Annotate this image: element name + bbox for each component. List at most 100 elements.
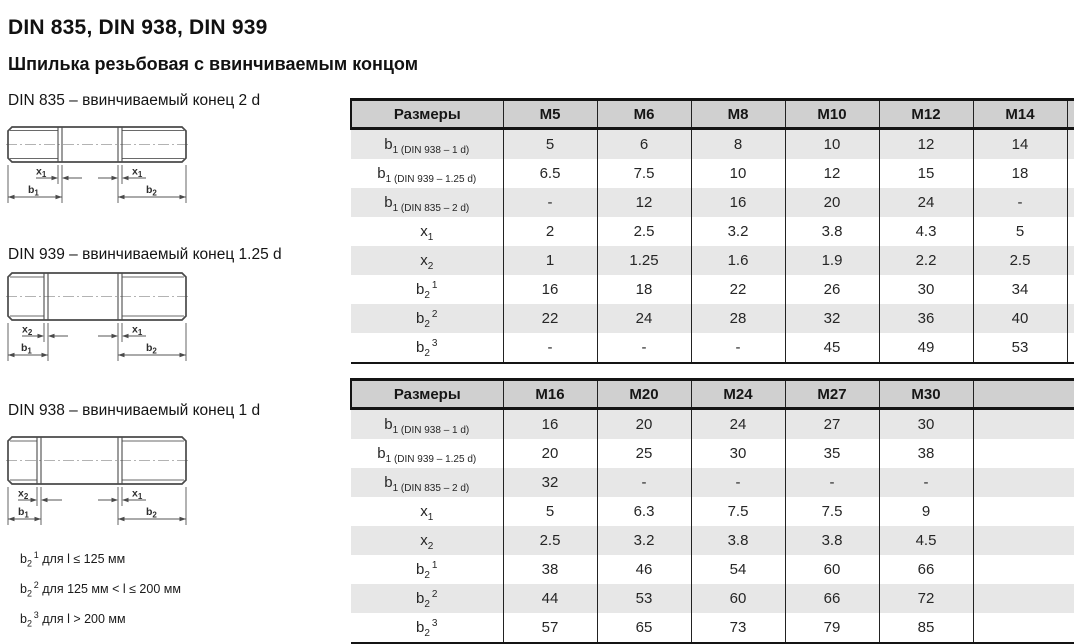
dimension-value-cell: [972, 439, 1074, 468]
row-parameter-label: x2: [351, 526, 503, 555]
table-header-row: Размеры M16 M20 M24 M27 M30: [350, 378, 1074, 410]
dimension-row: x1 5 6.3 7.5 7.5 9: [351, 497, 1074, 526]
column-header-M6: M6: [596, 98, 691, 130]
dimension-value-cell: 7.5: [784, 497, 879, 526]
corner-header-sizes: Размеры: [350, 98, 503, 130]
dimension-value-cell: 22: [690, 275, 785, 304]
footnote-text: для l > 200 мм: [38, 612, 126, 626]
dimension-value-cell: 1.6: [690, 246, 785, 275]
dimension-value-cell: 8: [690, 128, 785, 159]
dim-label-x-right: x1: [132, 324, 143, 338]
dimension-value-cell: -: [596, 468, 691, 497]
page-title: DIN 835, DIN 938, DIN 939: [8, 16, 268, 40]
dimension-value-cell: 66: [878, 555, 973, 584]
drawing-caption-din938: DIN 938 – ввинчиваемый конец 1 d: [8, 402, 261, 419]
drawing-caption-din835: DIN 835 – ввинчиваемый конец 2 d: [8, 92, 261, 109]
dimension-value-cell: -: [784, 468, 879, 497]
dimension-value-cell: 46: [596, 555, 691, 584]
dimension-value-cell: 36: [878, 304, 973, 333]
stud-drawing-din938: x2 x1 b1 b2: [6, 436, 190, 525]
dimension-value-cell: 2.5: [596, 217, 691, 246]
column-header-M10: M10: [784, 98, 879, 130]
dimension-value-cell: 32: [784, 304, 879, 333]
dimension-value-cell: 72: [878, 584, 973, 613]
label-base: b: [377, 165, 386, 182]
dim-label-b-left: b1: [18, 506, 29, 520]
dimension-row: b1 (DIN 938 – 1 d) 16 20 24 27 30: [351, 408, 1074, 439]
dimension-value-cell: 25: [596, 439, 691, 468]
dimension-value-cell: 3.8: [784, 526, 879, 555]
dimension-value-cell: 20: [502, 439, 597, 468]
dimension-value-cell: [1066, 217, 1074, 246]
dimension-value-cell: 85: [878, 613, 973, 644]
dimension-row: b1 (DIN 835 – 2 d) -12 16 20 24-: [351, 188, 1074, 217]
label-base: b: [416, 310, 425, 327]
dimension-row: b1 (DIN 939 – 1.25 d) 6.5 7.5 10 12 15 18: [351, 159, 1074, 188]
dimension-value-cell: 32: [502, 468, 597, 497]
column-header-M16: M16: [502, 378, 597, 410]
dimension-value-cell: 35: [784, 439, 879, 468]
dimension-value-cell: 1: [502, 246, 597, 275]
dimension-value-cell: 7.5: [690, 497, 785, 526]
column-header-M14: M14: [972, 98, 1067, 130]
dimension-value-cell: 16: [502, 275, 597, 304]
column-header-M20: M20: [596, 378, 691, 410]
label-base: x: [420, 532, 428, 549]
dimension-value-cell: 16: [502, 408, 597, 439]
dim-label-b-left: b1: [28, 184, 39, 198]
dimension-value-cell: 54: [690, 555, 785, 584]
dimension-value-cell: -: [596, 333, 691, 364]
dimension-value-cell: 6: [596, 128, 691, 159]
dimension-row: b1 (DIN 939 – 1.25 d) 20 25 30 35 38: [351, 439, 1074, 468]
dimension-row: b2 1 16 18 22 26 30 34: [351, 275, 1074, 304]
dimension-value-cell: [972, 408, 1074, 439]
dimension-value-cell: [1066, 128, 1074, 159]
label-base: b: [377, 445, 386, 462]
dimension-value-cell: [1066, 275, 1074, 304]
dimension-value-cell: [1066, 159, 1074, 188]
dimensions-table-m16-m30: Размеры M16 M20 M24 M27 M30 b1 (DIN 938 – 1 d…: [350, 378, 1074, 644]
dimension-value-cell: [972, 497, 1074, 526]
dimension-row: x2 2.5 3.2 3.8 3.8 4.5: [351, 526, 1074, 555]
empty-column-header: [972, 378, 1074, 410]
dimension-value-cell: 3.8: [784, 217, 879, 246]
dimension-value-cell: 24: [690, 408, 785, 439]
label-base: x: [420, 252, 428, 269]
dimension-value-cell: [972, 613, 1074, 644]
dimension-value-cell: 12: [878, 128, 973, 159]
dimension-value-cell: 3.2: [596, 526, 691, 555]
dimension-value-cell: 5: [972, 217, 1067, 246]
dim-label-x-right: x1: [132, 166, 143, 180]
label-base: b: [416, 619, 425, 636]
dimension-value-cell: 60: [784, 555, 879, 584]
dimension-value-cell: 53: [972, 333, 1067, 364]
dimension-value-cell: 44: [502, 584, 597, 613]
row-parameter-label: b2 2: [351, 584, 503, 613]
dimension-value-cell: 40: [972, 304, 1067, 333]
dimension-value-cell: 26: [784, 275, 879, 304]
dimension-value-cell: 66: [784, 584, 879, 613]
dimension-value-cell: 27: [784, 408, 879, 439]
column-header-M8: M8: [690, 98, 785, 130]
dimension-value-cell: 4.3: [878, 217, 973, 246]
dimension-value-cell: 28: [690, 304, 785, 333]
row-parameter-label: b1 (DIN 835 – 2 d): [351, 468, 503, 497]
dimension-value-cell: 73: [690, 613, 785, 644]
dimension-value-cell: 79: [784, 613, 879, 644]
label-base: b: [384, 416, 393, 433]
label-base: b: [416, 281, 425, 298]
row-parameter-label: b2 1: [351, 555, 503, 584]
row-parameter-label: b2 3: [351, 613, 503, 644]
dimension-value-cell: [972, 555, 1074, 584]
footnote: b2 3 для l > 200 мм: [20, 609, 126, 629]
dimension-value-cell: [972, 468, 1074, 497]
dimension-value-cell: 49: [878, 333, 973, 364]
dimension-value-cell: 60: [690, 584, 785, 613]
label-base: x: [420, 223, 428, 240]
label-base: b: [384, 194, 393, 211]
dimension-value-cell: 30: [878, 275, 973, 304]
dimension-value-cell: 10: [690, 159, 785, 188]
dim-label-x-right: x1: [132, 488, 143, 502]
dim-label-b-right: b2: [146, 342, 157, 356]
dimension-row: b2 2 22 24 28 32 36 40: [351, 304, 1074, 333]
